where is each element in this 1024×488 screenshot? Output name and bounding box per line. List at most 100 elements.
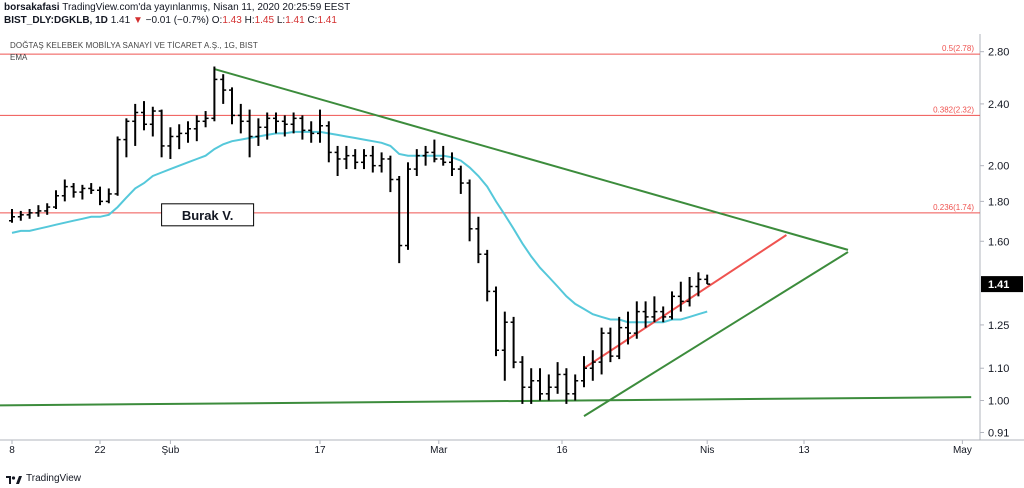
trendline-rising-channel [583,234,787,370]
ohlc-bar [440,145,447,166]
ohlc-bar [290,112,297,134]
ohlc-bar [607,327,614,363]
ohlc-bar [695,272,702,297]
ohlc-bar [501,311,508,381]
ohlc-bar [237,103,244,134]
y-tick-label: 2.40 [988,99,1009,111]
ohlc-bar [633,301,640,339]
ohlc-bar [9,208,15,223]
y-tick-label: 2.00 [988,161,1009,173]
ohlc-bar [123,118,130,158]
last-price-tag [981,276,1023,293]
fib-levels: 0.5(2.78) 0.382(2.32) 0.236(1.74) [0,44,980,214]
x-tick-label: 8 [9,445,15,456]
ohlc-bar [677,281,684,312]
indicator-label: EMA [10,53,28,62]
low-value: 1.41 [285,15,305,26]
ohlc-bar [167,127,174,159]
ohlc-bar [229,87,235,125]
ohlc-bar [352,149,359,170]
ohlc-bar [510,316,517,369]
x-tick-label: 17 [314,445,326,456]
ohlc-bar [660,306,667,323]
ohlc-bar [273,112,279,134]
last-price-label: 1.41 [988,279,1009,291]
ohlc-bar [158,109,165,158]
ohlc-bars [9,66,711,404]
ohlc-bar [141,101,147,131]
low-label: L: [276,15,286,26]
x-tick-label: May [953,445,972,456]
ohlc-bar [589,350,596,381]
annotation-layer: Burak V. [161,203,255,227]
ohlc-bar [299,115,306,140]
ohlc-bar [149,106,156,137]
ohlc-bar [114,136,121,196]
ohlc-bar [17,210,24,221]
ohlc-bar [598,327,605,375]
ema-series [11,130,708,324]
ohlc-bar [61,179,68,202]
ohlc-bar [563,368,570,404]
ohlc-bar [669,291,675,320]
y-tick-label: 1.00 [988,396,1009,408]
y-tick-label: 1.25 [988,320,1009,332]
ohlc-bar [387,155,394,193]
ohlc-bar [493,286,499,357]
ohlc-bar [193,115,200,142]
fib-level-label: 0.5(2.78) [942,44,974,53]
down-arrow-icon: ▼ [132,15,143,26]
ohlc-bar [457,165,464,194]
footer-brand[interactable]: TradingView [6,473,81,484]
y-tick-label: 1.80 [988,196,1009,208]
price-change: −0.01 (−0.7%) [145,15,209,26]
ohlc-bar [53,190,59,209]
y-tick-label: 1.10 [988,363,1009,375]
ohlc-bar [704,274,711,285]
ticker: BIST_DLY:DGKLB, 1D [4,15,108,26]
ohlc-bar [545,374,552,401]
ohlc-bar [281,115,288,137]
price-axis[interactable]: 2.80 2.40 2.00 1.80 1.60 1.41 1.25 1.10 1.00 0.91 [980,47,1023,440]
ohlc-bar [105,188,112,204]
ema-line [11,130,708,324]
tradingview-logo-icon [6,475,22,484]
time-axis[interactable]: 8 22 Şub 17 Mar 16 Nis 13 May [9,440,972,456]
ohlc-bar [554,362,561,394]
ohlc-bar [334,145,341,176]
ohlc-bar [572,374,579,401]
ohlc-bar [343,145,350,170]
ohlc-bar [378,152,385,173]
x-tick-label: Şub [162,445,180,456]
ohlc-bar [97,186,103,206]
open-label: O: [211,15,223,26]
ohlc-bar [466,179,473,242]
high-value: 1.45 [254,15,275,26]
ohlc-bar [220,74,227,104]
trendline-horizontal-support [0,396,972,407]
ohlc-bar [35,205,42,217]
ohlc-bar [625,311,631,345]
annotation-text: Burak V. [182,208,234,223]
ohlc-bar [185,121,191,143]
ohlc-bar [422,145,429,166]
ohlc-bar [308,121,315,143]
ohlc-bar [361,149,367,170]
ohlc-bar [70,183,77,198]
x-tick-label: Nis [700,445,714,456]
y-tick-label: 1.60 [988,236,1009,248]
trendlines[interactable] [0,68,972,417]
ticker-line: BIST_DLY:DGKLB, 1D 1.41 ▼ −0.01 (−0.7%) … [4,15,337,26]
ohlc-bar [255,118,262,146]
ohlc-bar [519,356,526,404]
x-tick-label: 22 [94,445,106,456]
ohlc-bar [475,216,482,264]
ohlc-bar [537,368,543,401]
ohlc-bar [79,184,86,200]
annotation-box [161,203,255,227]
y-tick-label: 0.91 [988,427,1009,439]
close-label: C: [307,15,318,26]
ohlc-bar [431,139,438,163]
fib-level-label: 0.382(2.32) [933,105,974,114]
